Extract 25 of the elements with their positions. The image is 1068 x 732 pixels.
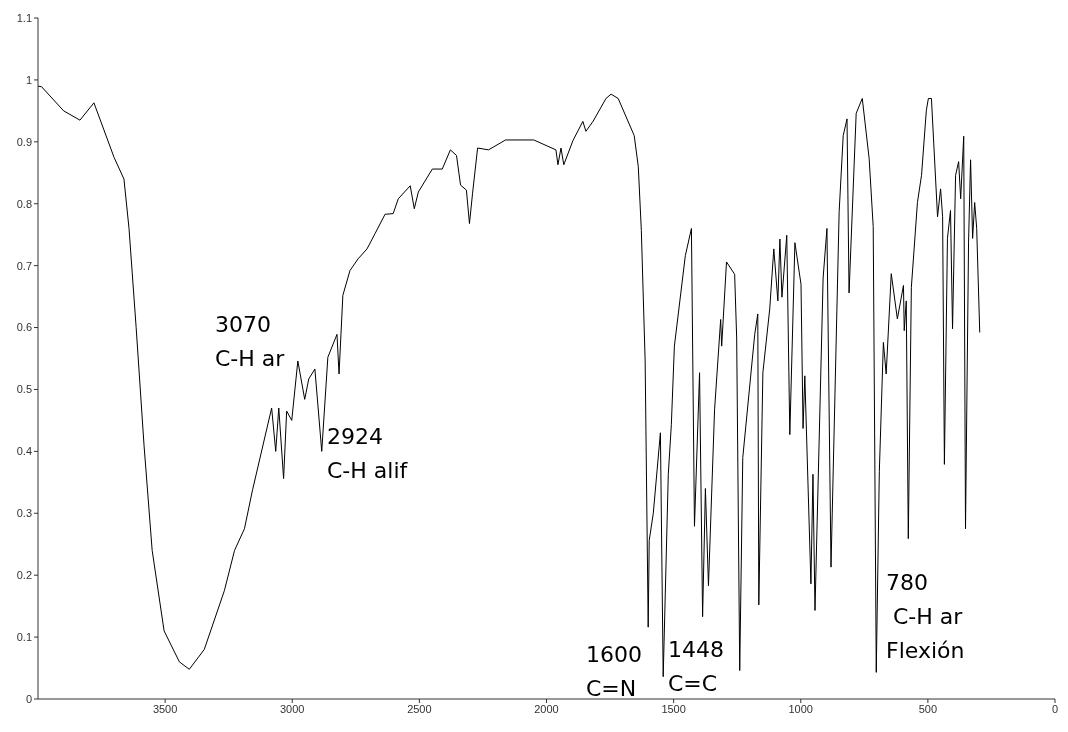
y-tick-label: 0.7 (16, 259, 32, 272)
y-tick-label: 0.6 (16, 321, 32, 334)
x-tick-label: 1000 (788, 702, 813, 715)
x-tick-label: 1500 (661, 702, 686, 715)
y-tick-label: 0.2 (16, 569, 32, 582)
annotation: 780 C-H ar Flexión (886, 569, 965, 665)
annotation: 1448 C=C (668, 636, 724, 698)
y-tick-label: 0.8 (16, 197, 32, 210)
y-tick-label: 1 (25, 73, 32, 86)
y-tick-label: 0.4 (16, 445, 32, 458)
x-tick-label: 3000 (280, 702, 305, 715)
y-tick-label: 0.3 (16, 507, 32, 520)
annotation: 3070 C-H ar (215, 311, 285, 373)
x-tick-label: 0 (1051, 702, 1059, 715)
x-tick-label: 2000 (534, 702, 559, 715)
y-tick-label: 0.5 (16, 383, 32, 396)
y-tick-label: 0.9 (16, 135, 32, 148)
y-tick-label: 0.1 (16, 631, 32, 643)
annotation: 2924 C-H alif (327, 423, 408, 485)
annotation: 1600 C=N (586, 641, 642, 703)
x-tick-label: 500 (918, 702, 938, 715)
y-tick-label: 0 (25, 692, 32, 705)
y-tick-label: 1.1 (16, 11, 32, 24)
x-tick-label: 3500 (152, 702, 178, 715)
x-tick-label: 2500 (407, 702, 432, 715)
